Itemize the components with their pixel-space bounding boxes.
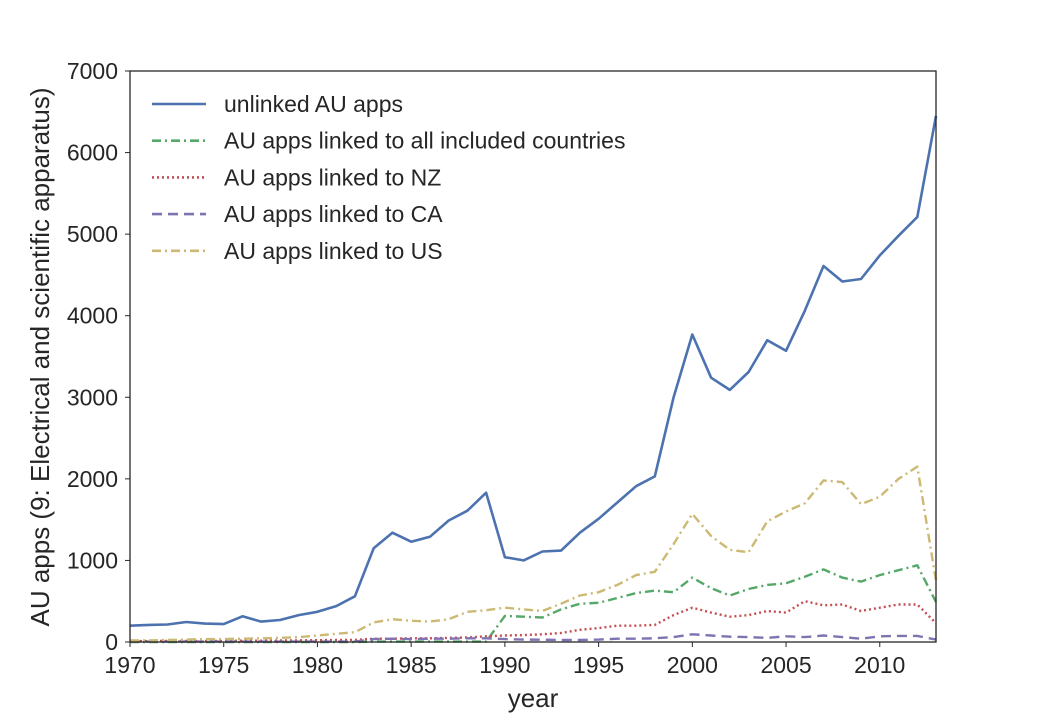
legend: unlinked AU apps AU apps linked to all in… (152, 91, 625, 264)
y-tick-label: 3000 (67, 384, 118, 410)
y-tick-label: 1000 (67, 547, 118, 573)
y-tick-label: 5000 (67, 221, 118, 247)
x-axis-label: year (508, 683, 559, 713)
x-tick-label: 1975 (198, 652, 249, 678)
legend-label-3: AU apps linked to CA (224, 201, 443, 227)
series-line-4 (130, 465, 938, 642)
y-tick-label: 7000 (67, 58, 118, 84)
x-tick-label: 2010 (854, 652, 905, 678)
series-line-2 (129, 600, 937, 643)
x-tick-label: 1980 (292, 652, 343, 678)
x-tick-label: 2000 (667, 652, 718, 678)
plot-background (130, 71, 936, 642)
tick-layer: 1970 1975 1980 1985 1990 1995 2000 2005 2010 0 100… (67, 58, 906, 678)
y-tick-label: 0 (105, 629, 118, 655)
x-tick-label: 1985 (386, 652, 437, 678)
plot-frame (129, 70, 937, 643)
y-tick-label: 4000 (67, 303, 118, 329)
y-tick-label: 6000 (67, 140, 118, 166)
series-line-0 (129, 115, 938, 627)
legend-label-2: AU apps linked to NZ (224, 164, 441, 190)
x-tick-label: 1990 (479, 652, 530, 678)
legend-label-1: AU apps linked to all included countries (224, 128, 625, 154)
x-tick-label: 1995 (573, 652, 624, 678)
legend-label-0: unlinked AU apps (224, 91, 403, 117)
x-tick-label: 1970 (104, 652, 155, 678)
legend-label-4: AU apps linked to US (224, 238, 443, 264)
y-tick-label: 2000 (67, 466, 118, 492)
y-axis-label: AU apps (9: Electrical and scientific ap… (25, 87, 55, 626)
x-tick-label: 2005 (760, 652, 811, 678)
